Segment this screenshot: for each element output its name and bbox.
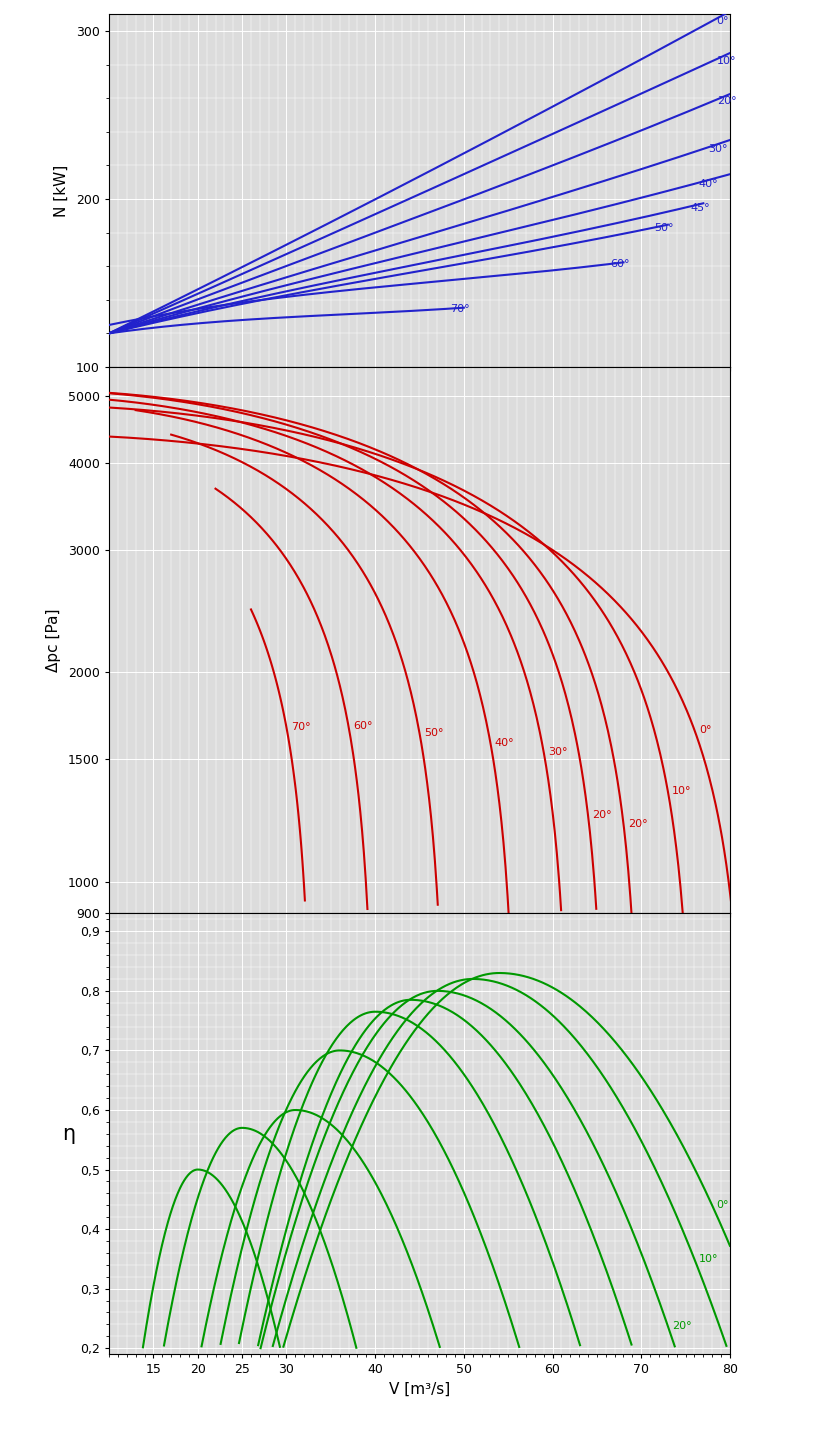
Y-axis label: N [kW]: N [kW] [55,165,70,216]
Text: 20°: 20° [672,1321,692,1331]
Text: 20°: 20° [717,96,737,106]
Text: 30°: 30° [548,747,568,757]
Text: 45°: 45° [690,202,710,212]
Text: 0°: 0° [717,1201,729,1211]
Text: 20°: 20° [628,820,648,828]
Y-axis label: η: η [62,1123,76,1144]
Text: 50°: 50° [424,728,444,738]
X-axis label: V [m³/s]: V [m³/s] [388,1381,451,1397]
Text: 40°: 40° [495,738,514,748]
Text: 10°: 10° [672,787,692,797]
Text: 20°: 20° [592,810,612,820]
Text: 60°: 60° [610,259,630,269]
Text: 30°: 30° [708,143,727,153]
Text: 60°: 60° [353,721,373,731]
Text: 10°: 10° [717,56,736,66]
Text: 0°: 0° [717,16,729,26]
Y-axis label: Δpc [Pa]: Δpc [Pa] [46,609,61,672]
Text: 70°: 70° [291,722,310,732]
Text: 0°: 0° [699,725,711,735]
Text: 70°: 70° [451,304,470,314]
Text: 50°: 50° [654,224,674,234]
Text: 40°: 40° [699,179,718,189]
Text: 10°: 10° [699,1254,718,1264]
